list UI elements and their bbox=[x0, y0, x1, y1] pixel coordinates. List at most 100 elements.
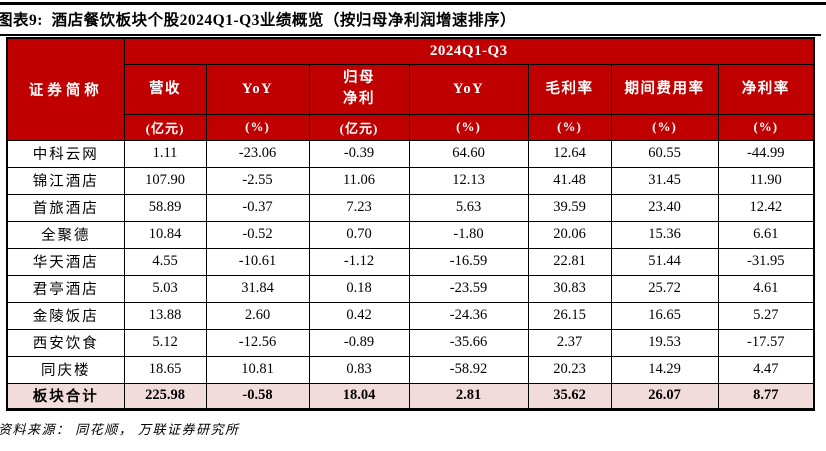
value-cell: 12.13 bbox=[408, 166, 529, 195]
value-cell: 2.37 bbox=[527, 328, 612, 357]
performance-table: 证券简称 2024Q1-Q3 营收 YoY 归母 净利 YoY 毛利率 期间费用… bbox=[6, 37, 816, 411]
value-cell: 107.90 bbox=[123, 166, 207, 195]
value-cell: -0.37 bbox=[205, 193, 310, 222]
source-note: 资料来源： 同花顺， 万联证券研究所 bbox=[0, 422, 240, 437]
value-cell: -35.66 bbox=[408, 328, 529, 357]
value-cell: 41.48 bbox=[527, 166, 612, 195]
total-value-cell: 35.62 bbox=[527, 382, 612, 411]
value-cell: 23.40 bbox=[610, 193, 719, 222]
value-cell: 18.65 bbox=[123, 355, 207, 384]
value-cell: 6.61 bbox=[717, 220, 815, 249]
value-cell: 30.83 bbox=[527, 274, 612, 303]
column-header-net-margin: 净利率 bbox=[717, 63, 815, 115]
unit-revenue-yoy: (%) bbox=[205, 113, 310, 141]
total-value-cell: 2.81 bbox=[408, 382, 529, 411]
stock-name: 中科云网 bbox=[6, 139, 125, 168]
unit-expense-ratio: (%) bbox=[610, 113, 719, 141]
value-cell: 5.12 bbox=[123, 328, 207, 357]
title-underline-rule bbox=[0, 34, 821, 36]
value-cell: 20.23 bbox=[527, 355, 612, 384]
value-cell: -16.59 bbox=[408, 247, 529, 276]
value-cell: 51.44 bbox=[610, 247, 719, 276]
value-cell: 39.59 bbox=[527, 193, 612, 222]
column-header-profit-yoy: YoY bbox=[408, 63, 529, 115]
stock-name: 西安饮食 bbox=[6, 328, 125, 357]
value-cell: -12.56 bbox=[205, 328, 310, 357]
column-header-revenue-yoy: YoY bbox=[205, 63, 310, 115]
table-row: 中科云网 1.11 -23.06 -0.39 64.60 12.64 60.55 -44.99 bbox=[6, 139, 815, 168]
value-cell: 15.36 bbox=[610, 220, 719, 249]
table-row: 锦江酒店 107.90 -2.55 11.06 12.13 41.48 31.45 11.90 bbox=[6, 166, 815, 195]
value-cell: -1.12 bbox=[308, 247, 410, 276]
value-cell: 0.70 bbox=[308, 220, 410, 249]
value-cell: 31.84 bbox=[205, 274, 310, 303]
value-cell: 16.65 bbox=[610, 301, 719, 330]
value-cell: 0.42 bbox=[308, 301, 410, 330]
value-cell: 1.11 bbox=[123, 139, 207, 168]
value-cell: 22.81 bbox=[527, 247, 612, 276]
value-cell: -24.36 bbox=[408, 301, 529, 330]
stock-name: 锦江酒店 bbox=[6, 166, 125, 195]
value-cell: -0.39 bbox=[308, 139, 410, 168]
value-cell: -58.92 bbox=[408, 355, 529, 384]
unit-revenue: (亿元) bbox=[123, 113, 207, 141]
table-row: 华天酒店 4.55 -10.61 -1.12 -16.59 22.81 51.44 -31.9… bbox=[6, 247, 815, 276]
table-row: 君亭酒店 5.03 31.84 0.18 -23.59 30.83 25.72 4.61 bbox=[6, 274, 815, 303]
table-header: 证券简称 2024Q1-Q3 营收 YoY 归母 净利 YoY 毛利率 期间费用… bbox=[6, 37, 815, 141]
value-cell: 25.72 bbox=[610, 274, 719, 303]
value-cell: 31.45 bbox=[610, 166, 719, 195]
table-body: 中科云网 1.11 -23.06 -0.39 64.60 12.64 60.55 -44.99… bbox=[6, 139, 815, 384]
value-cell: -44.99 bbox=[717, 139, 815, 168]
value-cell: -2.55 bbox=[205, 166, 310, 195]
value-cell: -0.89 bbox=[308, 328, 410, 357]
value-cell: 11.06 bbox=[308, 166, 410, 195]
value-cell: 0.83 bbox=[308, 355, 410, 384]
column-header-expense-ratio: 期间费用率 bbox=[610, 63, 719, 115]
total-value-cell: 26.07 bbox=[610, 382, 719, 411]
value-cell: 10.81 bbox=[205, 355, 310, 384]
value-cell: -17.57 bbox=[717, 328, 815, 357]
stock-name: 全聚德 bbox=[6, 220, 125, 249]
figure-title: 图表9: 酒店餐饮板块个股2024Q1-Q3业绩概览（按归母净利润增速排序） bbox=[0, 12, 516, 29]
unit-row: (亿元) (%) (亿元) (%) (%) (%) (%) bbox=[7, 113, 815, 141]
total-row: 板块合计 225.98 -0.58 18.04 2.81 35.62 26.07… bbox=[6, 382, 815, 411]
total-value-cell: 18.04 bbox=[308, 382, 410, 411]
total-value-cell: 225.98 bbox=[123, 382, 207, 411]
total-label: 板块合计 bbox=[6, 382, 125, 411]
value-cell: 12.64 bbox=[527, 139, 612, 168]
value-cell: 4.55 bbox=[123, 247, 207, 276]
value-cell: -10.61 bbox=[205, 247, 310, 276]
column-header-revenue: 营收 bbox=[123, 63, 207, 115]
value-cell: 13.88 bbox=[123, 301, 207, 330]
unit-net-profit: (亿元) bbox=[308, 113, 410, 141]
column-label-row: 营收 YoY 归母 净利 YoY 毛利率 期间费用率 净利率 bbox=[7, 63, 815, 115]
value-cell: 7.23 bbox=[308, 193, 410, 222]
value-cell: 2.60 bbox=[205, 301, 310, 330]
value-cell: 64.60 bbox=[408, 139, 529, 168]
stock-name: 君亭酒店 bbox=[6, 274, 125, 303]
period-header: 2024Q1-Q3 bbox=[123, 37, 815, 65]
table-row: 金陵饭店 13.88 2.60 0.42 -24.36 26.15 16.65 5.27 bbox=[6, 301, 815, 330]
value-cell: 19.53 bbox=[610, 328, 719, 357]
total-value-cell: 8.77 bbox=[717, 382, 815, 411]
value-cell: -0.52 bbox=[205, 220, 310, 249]
period-header-row: 证券简称 2024Q1-Q3 bbox=[6, 37, 815, 141]
stock-name: 同庆楼 bbox=[6, 355, 125, 384]
value-cell: -23.06 bbox=[205, 139, 310, 168]
value-cell: 5.27 bbox=[717, 301, 815, 330]
stub-header: 证券简称 bbox=[6, 37, 125, 141]
total-value-cell: -0.58 bbox=[205, 382, 310, 411]
stock-name: 金陵饭店 bbox=[6, 301, 125, 330]
value-cell: 4.61 bbox=[717, 274, 815, 303]
column-header-gross-margin: 毛利率 bbox=[527, 63, 612, 115]
column-header-net-profit: 归母 净利 bbox=[308, 63, 410, 115]
value-cell: 10.84 bbox=[123, 220, 207, 249]
value-cell: 60.55 bbox=[610, 139, 719, 168]
value-cell: 12.42 bbox=[717, 193, 815, 222]
value-cell: 58.89 bbox=[123, 193, 207, 222]
value-cell: -31.95 bbox=[717, 247, 815, 276]
value-cell: 20.06 bbox=[527, 220, 612, 249]
unit-net-margin: (%) bbox=[717, 113, 815, 141]
unit-profit-yoy: (%) bbox=[408, 113, 529, 141]
